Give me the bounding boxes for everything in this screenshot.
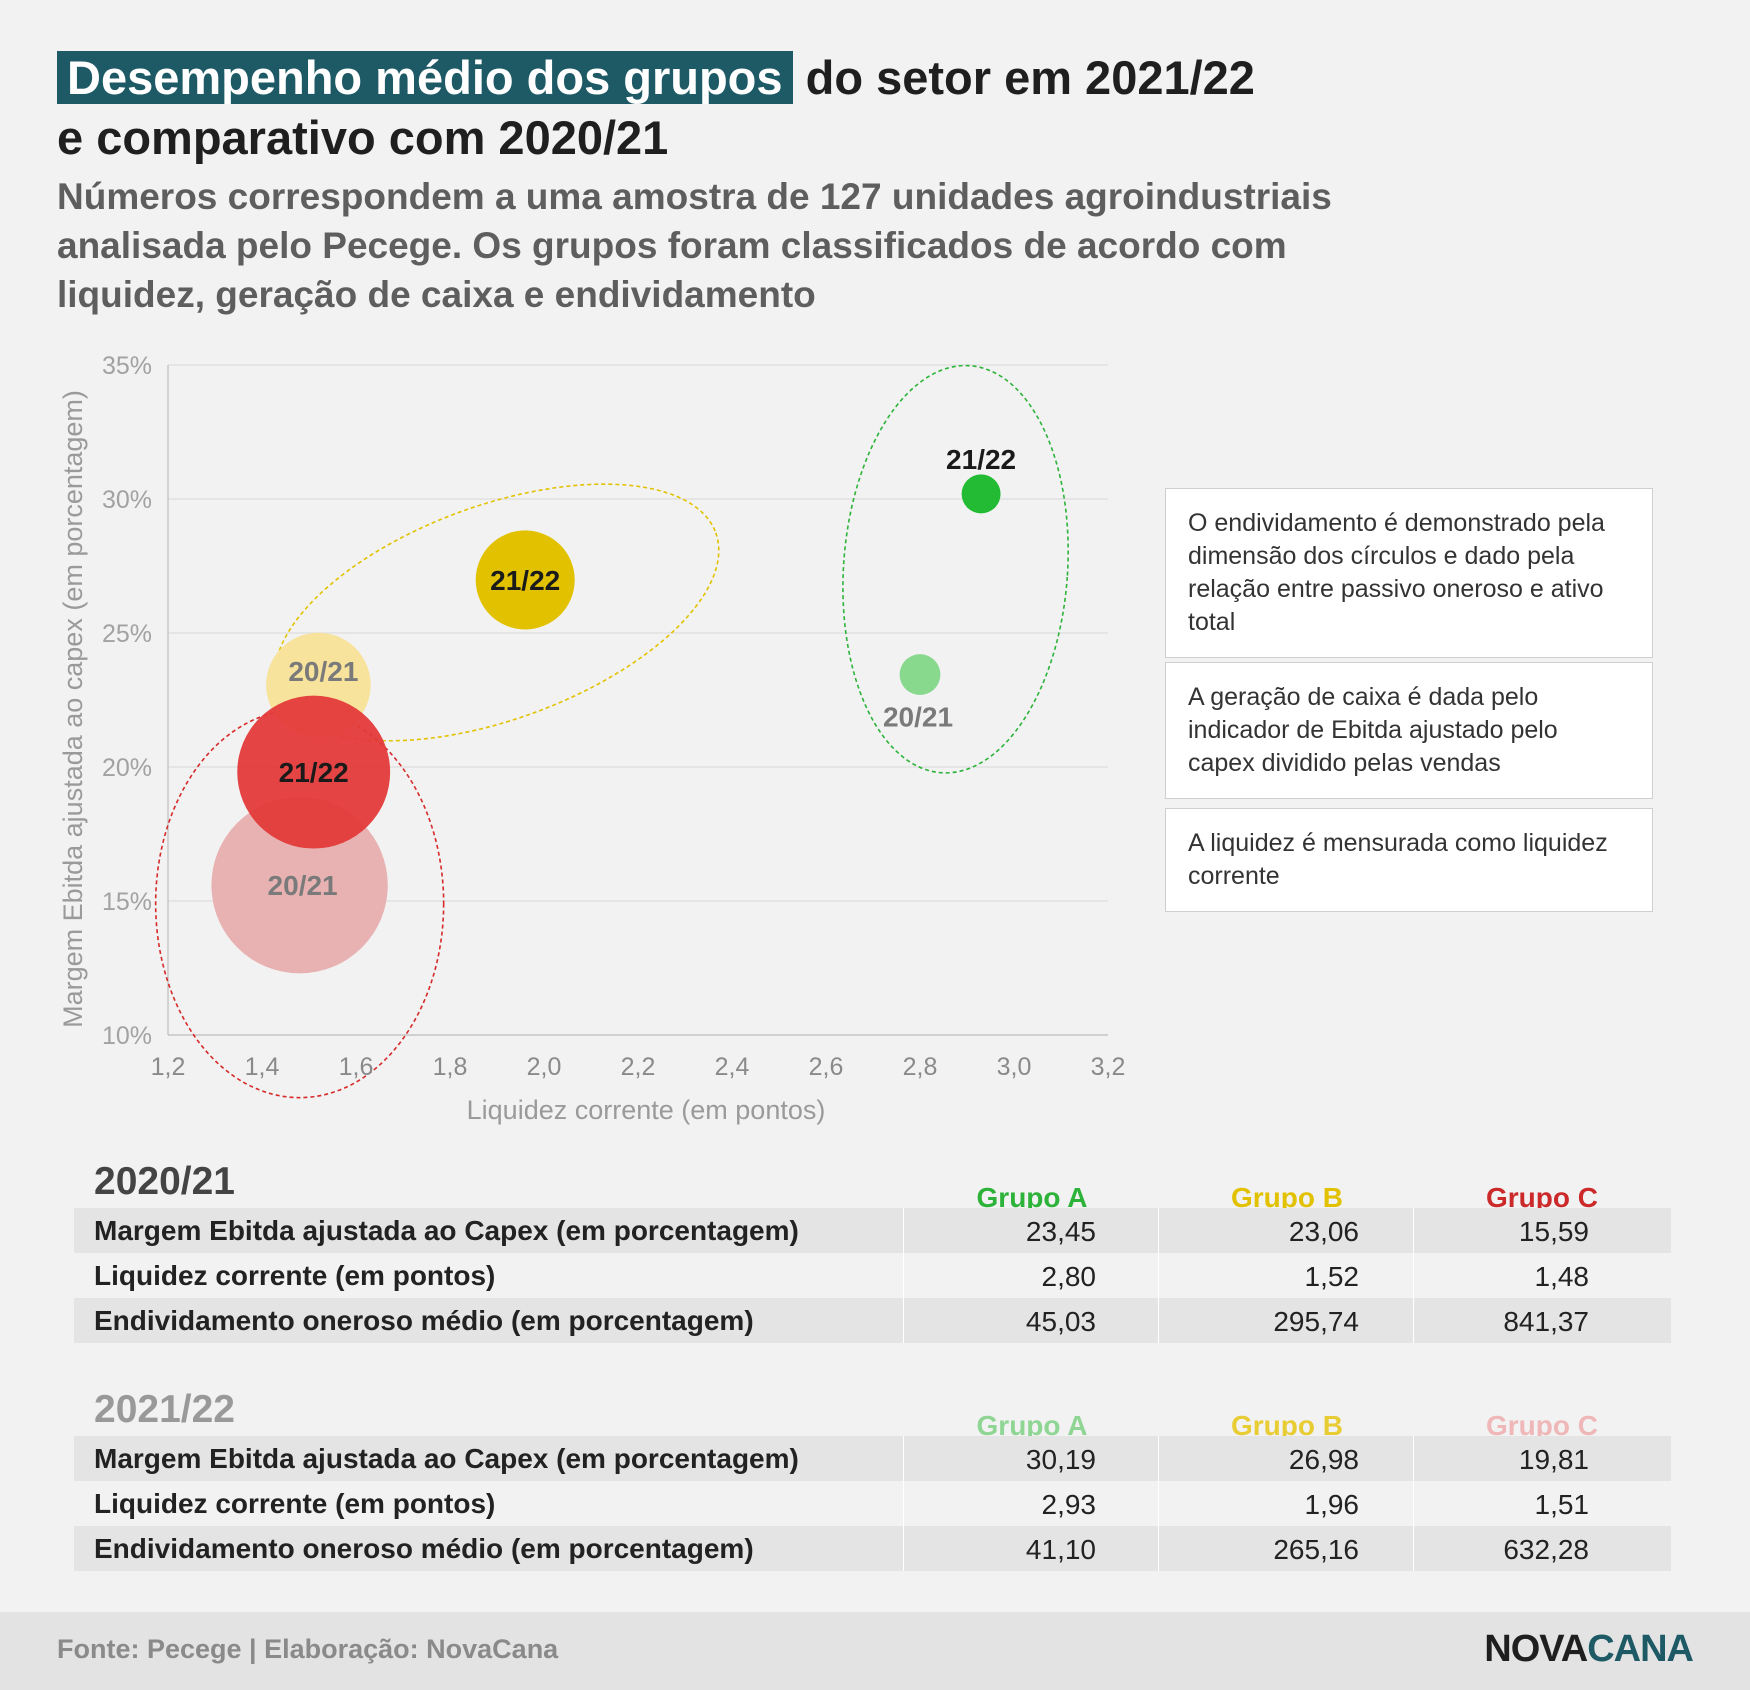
group-header-a: Grupo A (976, 1182, 1088, 1213)
source-credit: Fonte: Pecege | Elaboração: NovaCana (57, 1634, 559, 1664)
table-row: Endividamento oneroso médio (em porcenta… (74, 1526, 1671, 1571)
row-label: Endividamento oneroso médio (em porcenta… (74, 1298, 904, 1343)
table-row: Liquidez corrente (em pontos) 2,80 1,52 … (74, 1253, 1671, 1298)
row-label: Margem Ebitda ajustada ao Capex (em porc… (74, 1436, 904, 1481)
x-tick-label: 2,0 (527, 1053, 562, 1081)
cell-value: 1,51 (1534, 1489, 1590, 1520)
table-row: Margem Ebitda ajustada ao Capex (em porc… (74, 1208, 1671, 1253)
bubble-label: 20/21 (883, 702, 953, 733)
cell-value: 26,98 (1159, 1436, 1414, 1481)
x-tick-label: 2,2 (621, 1053, 656, 1081)
bubble-label: 21/22 (279, 757, 349, 788)
y-axis-ticks: 10% 15% 20% 25% 30% 35% (102, 352, 152, 1050)
cell-value: 295,74 (1159, 1298, 1414, 1343)
cell-value: 23,45 (904, 1208, 1159, 1253)
y-axis-label: Margem Ebitda ajustada ao capex (em porc… (58, 390, 88, 1028)
x-tick-label: 2,4 (715, 1053, 750, 1081)
group-header-b: Grupo B (1231, 1182, 1343, 1213)
cell-value: 265,16 (1159, 1526, 1414, 1571)
table-title: 2021/22 (94, 1388, 235, 1431)
x-tick-label: 1,2 (151, 1053, 186, 1081)
cell-value: 45,03 (904, 1298, 1159, 1343)
y-tick-label: 15% (102, 888, 152, 916)
x-tick-label: 1,6 (339, 1053, 374, 1081)
y-tick-label: 30% (102, 486, 152, 514)
cell-value: 19,81 (1518, 1444, 1589, 1475)
table-row: Margem Ebitda ajustada ao Capex (em porc… (74, 1436, 1671, 1481)
novacana-logo: NOVACANA (1484, 1628, 1694, 1670)
bubble-grupo-c-21-22 (237, 695, 391, 849)
note-endividamento: O endividamento é demonstrado pela dimen… (1165, 488, 1653, 658)
group-header-b: Grupo B (1231, 1410, 1343, 1441)
x-tick-label: 1,8 (433, 1053, 468, 1081)
subtitle: Números correspondem a uma amostra de 12… (57, 176, 1332, 315)
title-line-2: e comparativo com 2020/21 (57, 111, 669, 164)
table-row: Liquidez corrente (em pontos) 2,93 1,96 … (74, 1481, 1671, 1526)
row-label: Margem Ebitda ajustada ao Capex (em porc… (74, 1208, 904, 1253)
row-label: Liquidez corrente (em pontos) (74, 1481, 904, 1526)
cell-value: 23,06 (1159, 1208, 1414, 1253)
bubble-grupo-a-21-22 (961, 474, 1001, 514)
bubble-label: 21/22 (490, 565, 560, 596)
cell-value: 41,10 (904, 1526, 1159, 1571)
y-tick-label: 10% (102, 1022, 152, 1050)
footer: Fonte: Pecege | Elaboração: NovaCana NOV… (0, 1612, 1750, 1690)
group-header-c: Grupo C (1486, 1182, 1598, 1213)
cell-value: 30,19 (904, 1436, 1159, 1481)
title: Desempenho médio dos grupos do setor em … (57, 48, 1457, 168)
table-2020-21: 2020/21 Grupo A Grupo B Grupo C Margem E… (74, 1160, 1671, 1350)
x-tick-label: 2,6 (809, 1053, 844, 1081)
group-header-c: Grupo C (1486, 1410, 1598, 1441)
note-geracao-caixa: A geração de caixa é dada pelo indicador… (1165, 662, 1653, 799)
row-label: Endividamento oneroso médio (em porcenta… (74, 1526, 904, 1571)
x-tick-label: 1,4 (245, 1053, 280, 1081)
table-title: 2020/21 (94, 1160, 235, 1203)
group-header-a: Grupo A (976, 1410, 1088, 1441)
cell-value: 632,28 (1503, 1534, 1589, 1565)
outline-grupo-a (842, 364, 1069, 774)
x-axis-label: Liquidez corrente (em pontos) (467, 1095, 826, 1125)
bubble-label: 21/22 (946, 444, 1016, 475)
title-line-1: Desempenho médio dos grupos do setor em … (57, 48, 1457, 108)
bubble-grupo-b-21-22 (475, 530, 575, 630)
cell-value: 841,37 (1503, 1306, 1589, 1337)
title-rest: do setor em 2021/22 (792, 51, 1255, 104)
bubble-grupo-a-20-21 (899, 654, 941, 695)
outline-grupo-b (274, 483, 720, 742)
table-2021-22: 2021/22 Grupo A Grupo B Grupo C Margem E… (74, 1388, 1671, 1578)
note-liquidez: A liquidez é mensurada como liquidez cor… (1165, 808, 1653, 912)
bubble-chart: 20/21 20/21 21/22 21/22 20/21 21/22 1,2 1,4 1,6… (58, 352, 1126, 1125)
x-tick-label: 2,8 (903, 1053, 938, 1081)
x-tick-label: 3,0 (997, 1053, 1032, 1081)
cell-value: 2,80 (904, 1253, 1159, 1298)
x-axis-ticks: 1,2 1,4 1,6 1,8 2,0 2,2 2,4 2,6 2,8 3,0 3,2 (151, 1053, 1126, 1081)
y-tick-label: 25% (102, 620, 152, 648)
y-tick-label: 35% (102, 352, 152, 380)
bubbles: 20/21 20/21 21/22 21/22 20/21 21/22 (211, 444, 1016, 974)
title-highlight: Desempenho médio dos grupos (57, 51, 793, 104)
bubble-label: 20/21 (288, 656, 358, 687)
cell-value: 15,59 (1518, 1216, 1589, 1247)
y-tick-label: 20% (102, 754, 152, 782)
x-tick-label: 3,2 (1091, 1053, 1126, 1081)
cell-value: 1,52 (1159, 1253, 1414, 1298)
cell-value: 1,96 (1159, 1481, 1414, 1526)
table-row: Endividamento oneroso médio (em porcenta… (74, 1298, 1671, 1343)
bubble-label: 20/21 (268, 870, 338, 901)
cell-value: 2,93 (904, 1481, 1159, 1526)
cell-value: 1,48 (1534, 1261, 1590, 1292)
row-label: Liquidez corrente (em pontos) (74, 1253, 904, 1298)
